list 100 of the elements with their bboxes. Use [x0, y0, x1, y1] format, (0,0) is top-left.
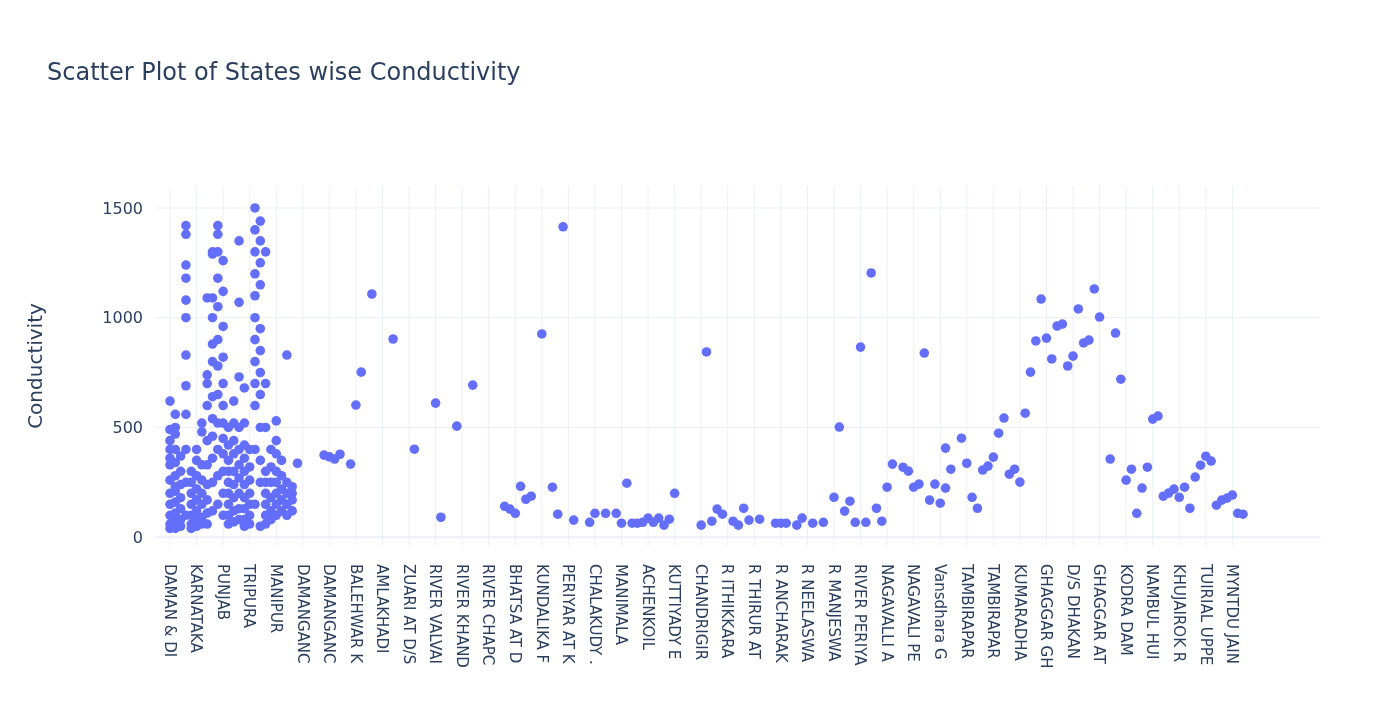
point: [282, 477, 292, 488]
y-axis-title: Conductivity: [23, 302, 47, 429]
point: [223, 455, 234, 466]
point: [255, 455, 266, 466]
x-tick-label: MYNTDU JAIN: [1223, 564, 1242, 664]
x-tick-label: BHATSA AT D: [506, 564, 525, 664]
point: [218, 378, 228, 389]
point: [271, 435, 282, 446]
point: [218, 433, 228, 444]
point: [181, 273, 191, 283]
point: [255, 236, 266, 246]
x-tick-label: TRIPURA: [240, 563, 259, 629]
point: [181, 380, 191, 391]
chart-title: Scatter Plot of States wise Conductivity: [47, 58, 521, 86]
x-tick-label: TAMBIRAPAR: [957, 563, 976, 659]
point: [213, 334, 223, 345]
point: [234, 422, 244, 433]
x-tick-label: R NEELASWA: [798, 564, 817, 663]
point: [260, 499, 271, 510]
point: [181, 229, 191, 240]
point: [218, 352, 228, 362]
point: [213, 273, 223, 283]
point: [213, 389, 223, 400]
point: [255, 323, 266, 334]
point: [207, 477, 218, 488]
x-tick-label: ACHENKOIL: [638, 564, 657, 651]
point: [255, 280, 266, 290]
point: [213, 301, 223, 312]
point: [228, 435, 239, 446]
point: [940, 483, 951, 493]
point: [234, 488, 244, 499]
point: [181, 444, 191, 455]
point: [271, 449, 282, 459]
point: [271, 488, 282, 499]
point: [218, 321, 228, 332]
x-tick-label: PUNJAB: [213, 564, 232, 620]
x-tick-label: R THIRUR AT: [745, 564, 764, 660]
x-tick-label: GHAGGAR AT: [1090, 564, 1109, 665]
x-tick-label: BALEHWAR K: [346, 564, 365, 665]
point: [250, 334, 260, 345]
point: [250, 225, 260, 235]
point: [170, 508, 181, 518]
x-tick-label: NAMBUL HUI: [1143, 564, 1162, 660]
y-tick-label: 1500: [102, 198, 143, 218]
y-tick-label: 1000: [102, 308, 143, 328]
point: [170, 470, 181, 481]
x-tick-label: CHANDRIGIR: [691, 564, 710, 661]
x-tick-label: KODRA DAM: [1116, 564, 1135, 656]
point: [255, 389, 266, 400]
point: [271, 466, 282, 477]
point: [250, 247, 260, 257]
point: [207, 312, 218, 323]
point: [213, 444, 223, 455]
point: [202, 370, 212, 380]
x-tick-label: GHAGGAR GH: [1037, 564, 1056, 669]
point: [234, 297, 244, 308]
point: [213, 499, 223, 510]
point: [202, 400, 212, 411]
point: [213, 470, 223, 481]
point: [250, 400, 260, 411]
point: [170, 429, 181, 439]
point: [181, 295, 191, 305]
x-tick-label: DAMANGANC: [320, 564, 339, 664]
point: [234, 444, 244, 455]
point: [165, 435, 175, 446]
x-tick-label: KHUJAIROK R: [1170, 564, 1189, 663]
x-tick-label: DAMANGANC: [293, 564, 312, 664]
point: [255, 367, 266, 378]
x-tick-label: RIVER VALVAI: [426, 564, 445, 665]
point: [213, 361, 223, 371]
point: [218, 286, 228, 297]
point: [260, 466, 271, 477]
x-tick-label: CHALAKUDY .: [585, 564, 604, 665]
x-tick-label: TUIRIAL UPPE: [1196, 563, 1215, 666]
point: [250, 378, 260, 389]
point: [181, 350, 191, 360]
x-tick-label: R ITHIKKARA: [718, 564, 737, 659]
x-tick-label: RIVER PERIYA: [851, 564, 870, 667]
x-tick-label: DAMAN & DI: [160, 564, 179, 658]
point: [207, 506, 218, 516]
point: [202, 495, 212, 505]
y-tick-label: 500: [112, 418, 143, 438]
x-tick-label: MANIMALA: [612, 564, 631, 646]
x-tick-label: KUTTIYADY E: [665, 564, 684, 660]
point: [282, 510, 292, 521]
point: [181, 312, 191, 323]
point: [239, 479, 250, 490]
point: [165, 396, 175, 406]
x-tick-label: NAGAVALI PE: [904, 564, 923, 662]
point: [181, 260, 191, 270]
point: [239, 453, 250, 463]
point: [255, 345, 266, 356]
point: [202, 378, 212, 389]
x-tick-label: KUMARADHA: [1010, 564, 1029, 662]
x-tick-label: NAGAVALLI A: [877, 564, 896, 663]
point: [255, 521, 266, 532]
x-tick-label: PERIYAR AT K: [559, 564, 578, 665]
point: [250, 290, 260, 301]
y-tick-label: 0: [132, 527, 143, 547]
x-tick-label: KUNDALIKA F: [532, 564, 551, 664]
